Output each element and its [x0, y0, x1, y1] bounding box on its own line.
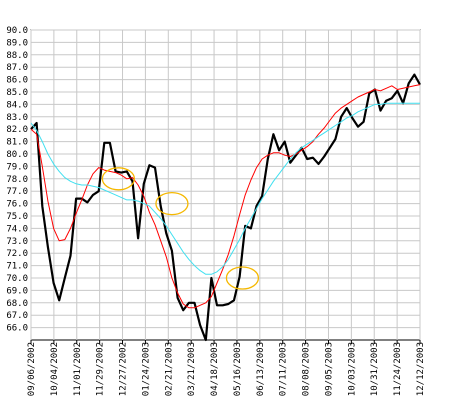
x-tick-label: 12/27/2002: [119, 342, 129, 396]
y-tick-label: 77.0: [6, 187, 28, 197]
x-tick-label: 11/01/2002: [73, 342, 83, 396]
series-group: [30, 73, 421, 342]
series-line-1: [30, 84, 421, 309]
y-tick-label: 78.0: [6, 175, 28, 185]
y-tick-label: 84.0: [6, 100, 28, 110]
x-tick-label: 12/12/2003: [416, 342, 426, 396]
y-tick-label: 74.0: [6, 224, 28, 234]
y-tick-label: 89.0: [6, 38, 28, 48]
y-tick-label: 81.0: [6, 138, 28, 148]
x-tick-label: 11/24/2003: [393, 342, 403, 396]
x-tick-label: 02/21/2003: [164, 342, 174, 396]
y-tick-label: 69.0: [6, 286, 28, 296]
series-line-0: [30, 73, 421, 342]
y-tick-label: 76.0: [6, 200, 28, 210]
series-line-2: [30, 102, 420, 275]
x-tick-label: 03/21/2003: [187, 342, 197, 396]
x-tick-label: 06/13/2003: [256, 342, 266, 396]
y-tick-label: 75.0: [6, 212, 28, 222]
x-tick-label: 11/29/2002: [96, 342, 106, 396]
y-tick-label: 87.0: [6, 63, 28, 73]
y-tick-label: 90.0: [6, 26, 28, 36]
x-tick-label: 09/06/2002: [27, 342, 37, 396]
x-tick-label: 05/16/2003: [233, 342, 243, 396]
x-tick-label: 09/05/2003: [324, 342, 334, 396]
plot-area: [30, 29, 421, 341]
y-tick-label: 79.0: [6, 162, 28, 172]
y-tick-label: 71.0: [6, 262, 28, 272]
gridlines: [30, 29, 421, 344]
y-tick-label: 73.0: [6, 237, 28, 247]
y-tick-label: 80.0: [6, 150, 28, 160]
x-tick-label: 10/04/2002: [50, 342, 60, 396]
y-tick-label: 82.0: [6, 125, 28, 135]
x-tick-label: 08/08/2003: [302, 342, 312, 396]
annotation-ellipse-0: [101, 167, 136, 191]
x-tick-label: 10/03/2003: [347, 342, 357, 396]
x-tick-label: 04/18/2003: [210, 342, 220, 396]
x-axis-ticks: 09/06/2002 10/04/2002 11/01/2002 11/29/2002…: [27, 342, 426, 396]
y-tick-label: 72.0: [6, 249, 28, 259]
annotation-ellipse-2: [225, 266, 260, 290]
y-axis-ticks: 66.0 67.0 68.0 69.0 70.0 71.0 72.0 73.0 74.0 75.0…: [6, 26, 28, 334]
y-tick-label: 83.0: [6, 113, 28, 123]
x-tick-label: 10/31/2003: [370, 342, 380, 396]
y-tick-label: 68.0: [6, 299, 28, 309]
y-tick-label: 70.0: [6, 274, 28, 284]
x-tick-label: 07/11/2003: [279, 342, 289, 396]
y-tick-label: 66.0: [6, 324, 28, 334]
x-tick-label: 01/24/2003: [141, 342, 151, 396]
y-tick-label: 86.0: [6, 76, 28, 86]
y-tick-label: 88.0: [6, 51, 28, 61]
y-tick-label: 67.0: [6, 311, 28, 321]
y-tick-label: 85.0: [6, 88, 28, 98]
annotation-ellipse-1: [155, 191, 189, 216]
annotation-group: [101, 167, 260, 290]
